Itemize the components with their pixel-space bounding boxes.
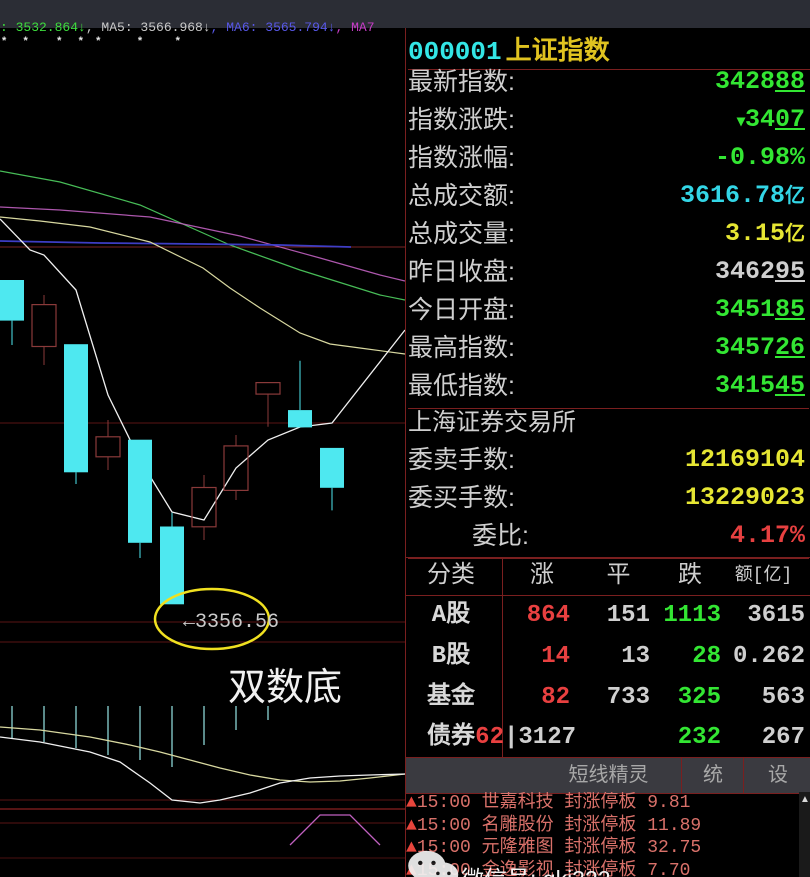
svg-text:←3356.56: ←3356.56 xyxy=(183,611,279,634)
svg-text:双数底: 双数底 xyxy=(228,667,342,709)
